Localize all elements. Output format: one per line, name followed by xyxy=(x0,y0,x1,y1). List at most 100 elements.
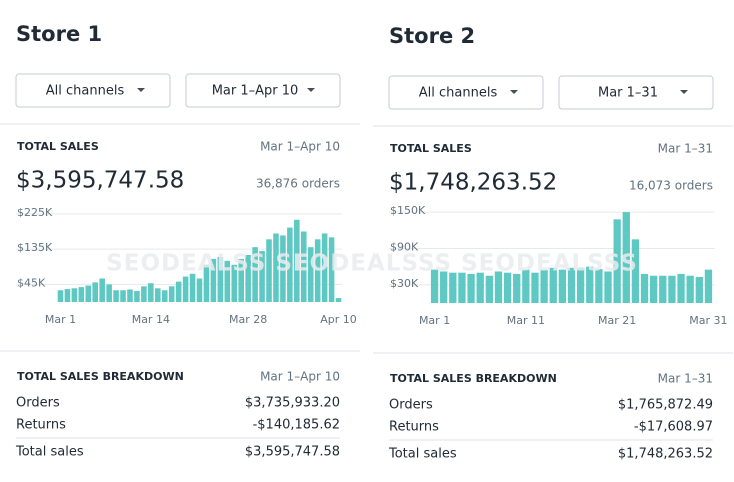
bar xyxy=(238,258,244,302)
bar xyxy=(280,235,286,302)
y-tick-label: $150K xyxy=(390,204,426,217)
bar xyxy=(494,271,503,303)
bar xyxy=(558,269,567,303)
breakdown-value: -$17,608.97 xyxy=(634,420,713,435)
store-title: Store 1 xyxy=(16,22,102,46)
y-tick-label: $30K xyxy=(390,277,419,290)
bar xyxy=(604,271,612,303)
bar xyxy=(120,290,126,302)
bar xyxy=(224,260,231,302)
bar xyxy=(586,266,594,303)
bar xyxy=(134,291,140,302)
dropdown-button[interactable] xyxy=(388,75,544,110)
bar xyxy=(668,275,676,303)
bar xyxy=(148,283,154,302)
dropdown-label: All channels xyxy=(419,86,498,101)
total-amount: $1,748,263.52 xyxy=(389,170,557,196)
bar xyxy=(704,269,713,303)
breakdown-value: $3,735,933.20 xyxy=(245,396,340,411)
dropdown-button[interactable] xyxy=(15,73,171,108)
bar xyxy=(300,231,307,302)
bar xyxy=(522,269,530,303)
bar xyxy=(576,267,585,303)
dropdown-caret xyxy=(307,88,315,92)
bar xyxy=(294,219,300,302)
orders-count: 36,876 orders xyxy=(256,177,340,191)
x-tick-label: Apr 10 xyxy=(320,313,357,326)
section-date: Mar 1–31 xyxy=(658,142,713,156)
bar xyxy=(485,275,493,303)
bar xyxy=(622,212,630,303)
section-date: Mar 1–31 xyxy=(658,372,713,386)
section-label: TOTAL SALES BREAKDOWN xyxy=(390,372,557,385)
section-label: TOTAL SALES BREAKDOWN xyxy=(17,370,184,383)
bar xyxy=(252,247,258,302)
bar xyxy=(335,298,342,302)
bar xyxy=(71,288,78,302)
breakdown-label: Total sales xyxy=(388,447,457,462)
bar xyxy=(595,269,603,303)
bar xyxy=(106,284,112,302)
bar xyxy=(440,271,448,303)
bar xyxy=(314,239,321,302)
x-tick-label: Mar 1 xyxy=(45,313,76,326)
breakdown-label: Returns xyxy=(389,420,439,435)
bar xyxy=(640,273,649,303)
bar xyxy=(175,281,182,302)
watermark: SEODEALSS SEODEALSSS SEODEALSSS xyxy=(106,251,638,277)
total-amount: $3,595,747.58 xyxy=(16,168,184,194)
bar xyxy=(549,267,557,303)
dropdown-caret xyxy=(137,88,145,92)
bar xyxy=(650,275,658,303)
y-tick-label: $135K xyxy=(17,241,53,254)
bar xyxy=(127,289,133,302)
bar xyxy=(203,264,210,302)
bar xyxy=(631,239,640,303)
x-tick-label: Mar 21 xyxy=(598,314,636,327)
orders-count: 16,073 orders xyxy=(629,179,713,193)
x-tick-label: Mar 1 xyxy=(419,314,450,327)
bar xyxy=(430,269,439,303)
dropdown-button[interactable] xyxy=(558,75,714,110)
section-label: TOTAL SALES xyxy=(17,140,99,153)
bar xyxy=(217,256,224,302)
y-tick-label: $90K xyxy=(390,240,419,253)
bar xyxy=(328,237,335,302)
x-tick-label: Mar 31 xyxy=(689,314,727,327)
bar xyxy=(686,275,694,303)
dropdown-caret xyxy=(680,90,688,94)
breakdown-value: -$140,185.62 xyxy=(253,418,340,433)
x-tick-label: Mar 14 xyxy=(132,313,170,326)
bar xyxy=(85,285,92,302)
bar xyxy=(78,287,85,302)
bar xyxy=(476,272,484,303)
breakdown-label: Returns xyxy=(16,418,66,433)
dropdown-button[interactable] xyxy=(185,73,341,108)
dropdown-label: Mar 1–31 xyxy=(598,86,658,101)
bar xyxy=(321,233,328,302)
bar xyxy=(659,275,667,303)
breakdown-label: Orders xyxy=(389,398,433,413)
x-tick-label: Mar 11 xyxy=(507,314,545,327)
bar xyxy=(161,290,168,302)
y-tick-label: $45K xyxy=(17,276,46,289)
bar xyxy=(540,269,548,303)
store-title: Store 2 xyxy=(389,24,475,48)
bar xyxy=(513,273,521,303)
bar xyxy=(210,258,217,302)
bar xyxy=(196,278,203,302)
bar xyxy=(168,286,175,302)
dropdown-caret xyxy=(510,90,518,94)
bar xyxy=(273,233,279,302)
bar xyxy=(458,272,466,303)
bar xyxy=(259,251,265,302)
bar xyxy=(287,227,293,302)
bar xyxy=(266,239,272,302)
bar xyxy=(613,219,621,303)
bar xyxy=(231,264,238,302)
bar xyxy=(307,247,314,302)
bar xyxy=(155,288,161,302)
dropdown-label: All channels xyxy=(46,84,125,99)
bar xyxy=(189,273,196,302)
breakdown-value: $3,595,747.58 xyxy=(245,445,340,460)
